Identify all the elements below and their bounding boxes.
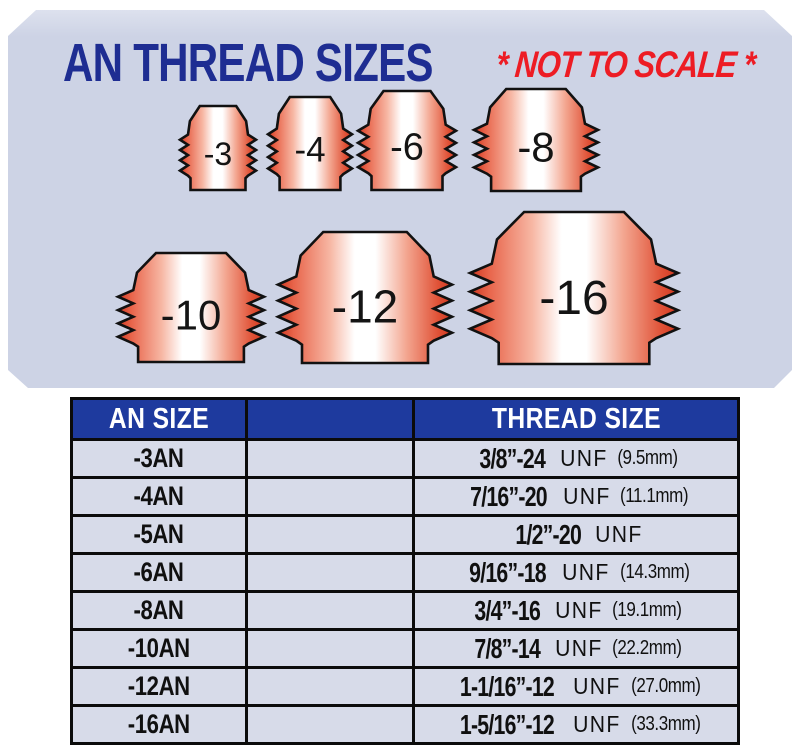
spacer-cell (245, 438, 415, 479)
table-row: -12AN 1-1/16”-12 UNF (27.0mm) (70, 666, 740, 707)
fitting-shape (265, 95, 355, 192)
table-row: -6AN 9/16”-18 UNF (14.3mm) (70, 552, 740, 593)
spacer-cell (245, 590, 415, 631)
header-thread-size: THREAD SIZE (412, 397, 740, 441)
fitting-illustration: -8 (470, 87, 602, 193)
fitting-illustration: -3 (177, 104, 259, 192)
fitting--16: -16 (466, 210, 682, 369)
not-to-scale-note: * NOT TO SCALE * (494, 44, 792, 86)
fitting-illustration: -4 (265, 95, 355, 192)
fitting-illustration: -6 (355, 89, 459, 192)
fitting-illustration: -16 (466, 210, 682, 366)
size-table-container: AN SIZE THREAD SIZE -3AN 3/8”-24 UNF (9.5m… (70, 397, 740, 745)
fitting-label: -6 (390, 126, 424, 168)
an-size-table: AN SIZE THREAD SIZE -3AN 3/8”-24 UNF (9.5m… (70, 397, 740, 745)
title-text: AN THREAD SIZES (63, 33, 434, 93)
fitting-label: -8 (517, 124, 554, 171)
fitting-shape (355, 89, 459, 192)
fitting--12: -12 (274, 230, 456, 368)
thread-size-cell: 3/8”-24 UNF (9.5mm) (412, 438, 740, 479)
an-size-cell: -4AN (70, 476, 248, 517)
fitting--8: -8 (470, 87, 602, 196)
thread-size-cell: 7/16”-20 UNF (11.1mm) (412, 476, 740, 517)
an-size-cell: -5AN (70, 514, 248, 555)
fitting-shape (114, 251, 268, 364)
fitting-illustration: -10 (114, 251, 268, 364)
fitting-shape (466, 210, 682, 366)
illustration-panel: AN THREAD SIZES * NOT TO SCALE * -3 -4 -6 -… (8, 10, 792, 388)
an-size-cell: -3AN (70, 438, 248, 479)
an-size-cell: -16AN (70, 704, 248, 745)
table-row: -3AN 3/8”-24 UNF (9.5mm) (70, 438, 740, 479)
table-header-row: AN SIZE THREAD SIZE (70, 397, 740, 441)
header-spacer (245, 397, 415, 441)
table-row: -10AN 7/8”-14 UNF (22.2mm) (70, 628, 740, 669)
fitting--6: -6 (355, 89, 459, 195)
fitting-label: -12 (332, 281, 398, 333)
fitting-shape (177, 104, 259, 192)
spacer-cell (245, 628, 415, 669)
table-row: -16AN 1-5/16”-12 UNF (33.3mm) (70, 704, 740, 745)
thread-size-cell: 7/8”-14 UNF (22.2mm) (412, 628, 740, 669)
spacer-cell (245, 552, 415, 593)
fitting--4: -4 (265, 95, 355, 195)
fitting--10: -10 (114, 251, 268, 367)
spacer-cell (245, 666, 415, 707)
an-size-cell: -8AN (70, 590, 248, 631)
fitting--3: -3 (177, 104, 259, 195)
subtitle-text: * NOT TO SCALE * (494, 44, 757, 85)
thread-size-cell: 9/16”-18 UNF (14.3mm) (412, 552, 740, 593)
fitting-label: -10 (161, 292, 222, 339)
spacer-cell (245, 476, 415, 517)
fitting-label: -3 (204, 136, 232, 172)
header-an-size: AN SIZE (70, 397, 248, 441)
table-row: -8AN 3/4”-16 UNF (19.1mm) (70, 590, 740, 631)
spacer-cell (245, 704, 415, 745)
fitting-label: -4 (294, 131, 325, 170)
page-title: AN THREAD SIZES (63, 32, 537, 94)
table-row: -4AN 7/16”-20 UNF (11.1mm) (70, 476, 740, 517)
an-size-cell: -6AN (70, 552, 248, 593)
spacer-cell (245, 514, 415, 555)
fitting-shape (470, 87, 602, 193)
thread-size-cell: 3/4”-16 UNF (19.1mm) (412, 590, 740, 631)
an-size-cell: -10AN (70, 628, 248, 669)
thread-size-cell: 1/2”-20 UNF (412, 514, 740, 555)
fitting-label: -16 (539, 272, 608, 325)
thread-size-cell: 1-5/16”-12 UNF (33.3mm) (412, 704, 740, 745)
fitting-illustration: -12 (274, 230, 456, 365)
an-size-cell: -12AN (70, 666, 248, 707)
thread-size-cell: 1-1/16”-12 UNF (27.0mm) (412, 666, 740, 707)
fitting-shape (274, 230, 456, 365)
table-row: -5AN 1/2”-20 UNF (70, 514, 740, 555)
